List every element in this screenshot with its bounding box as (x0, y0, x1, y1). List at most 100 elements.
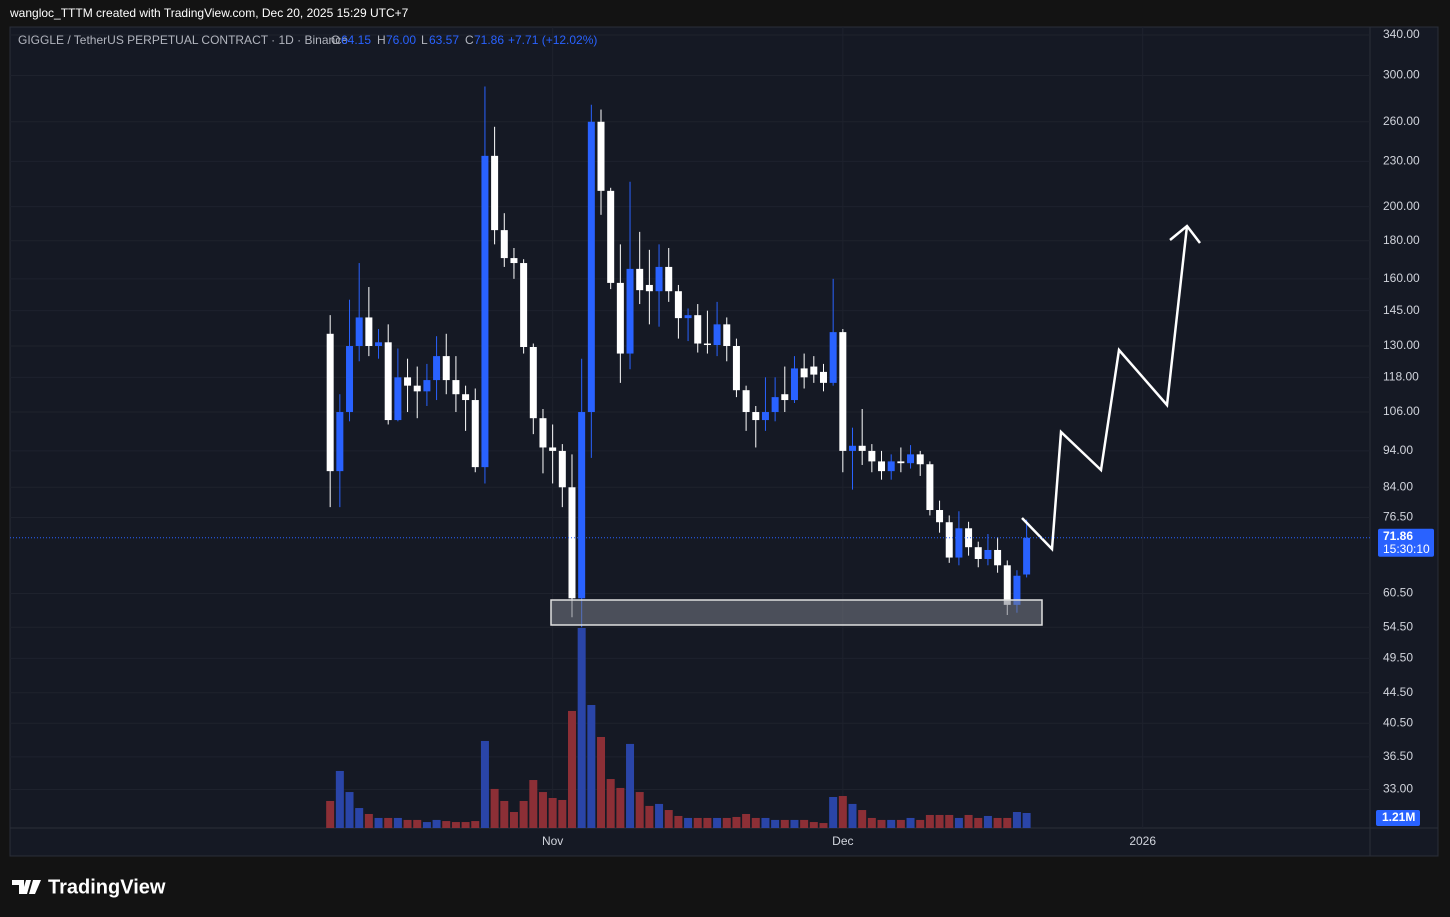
candle-body (829, 332, 837, 383)
volume-bar (558, 799, 567, 828)
volume-bar (364, 813, 373, 828)
volume-bar (742, 813, 751, 828)
high-value: 76.00 (386, 33, 416, 47)
candle-body (491, 155, 499, 231)
volume-bar (374, 817, 383, 828)
candle-body (636, 268, 644, 291)
candle-body (1013, 575, 1021, 605)
candle-body (423, 380, 431, 392)
volume-bar (732, 816, 741, 828)
volume-bar (567, 710, 576, 828)
close-value: 71.86 (474, 33, 504, 47)
candle-body (326, 333, 334, 472)
candle-body (558, 450, 566, 488)
candle-body (810, 366, 818, 375)
volume-bar (597, 736, 606, 828)
candle-body (878, 461, 886, 472)
volume-bar (751, 817, 760, 828)
y-tick-label: 60.50 (1383, 586, 1413, 600)
candle-body (568, 487, 576, 599)
y-tick-label: 160.00 (1383, 271, 1420, 285)
volume-bar (587, 704, 596, 828)
candle-body (916, 454, 924, 465)
price-label: 71.86 (1383, 529, 1413, 543)
y-tick-label: 33.00 (1383, 782, 1413, 796)
volume-bar (1022, 812, 1031, 828)
candle-body (723, 324, 731, 347)
candle-body (955, 528, 963, 558)
grid (10, 27, 1370, 828)
volume-bar (335, 770, 344, 828)
candle-body (858, 445, 866, 451)
candle-body (800, 368, 808, 378)
y-tick-label: 130.00 (1383, 338, 1420, 352)
volume-bar (664, 810, 673, 828)
y-tick-label: 76.50 (1383, 510, 1413, 524)
y-tick-label: 40.50 (1383, 715, 1413, 729)
volume-bar (974, 817, 983, 828)
candle-body (819, 371, 827, 383)
volume-bar (326, 800, 335, 828)
candle-body (510, 258, 518, 264)
candle-body (926, 464, 934, 511)
candle-body (433, 356, 441, 381)
candle-body (674, 291, 682, 319)
volume-bar (442, 821, 451, 828)
volume-bar (925, 814, 934, 828)
volume-bar (384, 817, 393, 828)
y-tick-label: 54.50 (1383, 619, 1413, 633)
volume-bar (1003, 817, 1012, 828)
volume-bar (684, 817, 693, 828)
candle-body (742, 390, 750, 413)
logo-icon (12, 880, 41, 894)
volume-bar (993, 817, 1002, 828)
volume-bar (887, 819, 896, 828)
candle-body (1023, 537, 1031, 575)
candle-body (965, 528, 973, 548)
volume-bar (635, 792, 644, 828)
volume-bar (529, 780, 538, 828)
volume-bar (916, 819, 925, 828)
candle-body (645, 284, 653, 292)
y-tick-label: 118.00 (1383, 370, 1419, 384)
candle-body (665, 266, 673, 292)
volume-bar (577, 628, 586, 828)
volume-bar (403, 819, 412, 828)
candle-body (442, 356, 450, 381)
volume-bar (809, 822, 818, 828)
volume-bar (355, 808, 364, 828)
x-tick-label: Dec (832, 834, 853, 848)
candle-body (346, 346, 354, 413)
open-value: 64.15 (341, 33, 371, 47)
brand-logo: TradingView (12, 876, 166, 898)
candle-body (578, 412, 586, 599)
volume-bar (606, 779, 615, 828)
symbol: GIGGLE / TetherUS PERPETUAL CONTRACT · 1… (18, 33, 348, 47)
candle-body (897, 461, 905, 464)
volume-bar (703, 817, 712, 828)
candles (326, 86, 1031, 628)
volume-badge (1376, 809, 1420, 826)
candle-body (974, 547, 982, 559)
price-badge (1378, 528, 1434, 557)
candle-body (607, 190, 615, 283)
volume-bar (761, 817, 770, 828)
candle-body (355, 317, 363, 347)
y-tick-label: 260.00 (1383, 114, 1420, 128)
candle-body (587, 121, 595, 413)
candle-body (849, 445, 857, 451)
candle-body (471, 400, 479, 468)
y-tick-label: 106.00 (1383, 404, 1420, 418)
y-tick-label: 84.00 (1383, 479, 1413, 493)
candle-body (520, 263, 528, 348)
volume-bar (906, 817, 915, 828)
volume-bar (693, 817, 702, 828)
volume-bar (877, 819, 886, 828)
volume-label: 1.21M (1382, 810, 1415, 824)
brand: TradingView (48, 876, 166, 898)
candle-body (713, 324, 721, 346)
volume-bar (722, 817, 731, 828)
y-tick-label: 44.50 (1383, 685, 1413, 699)
volume-bar (983, 815, 992, 828)
candle-body (404, 377, 412, 386)
